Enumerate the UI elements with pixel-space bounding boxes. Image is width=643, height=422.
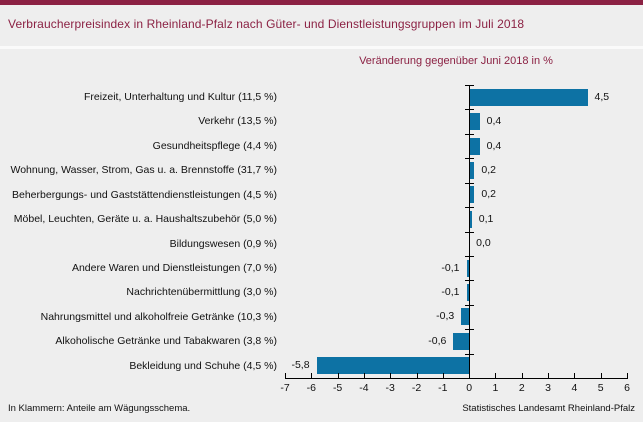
category-label: Möbel, Leuchten, Geräte u. a. Haushaltsz… xyxy=(13,213,277,226)
bar xyxy=(466,259,470,277)
category-label: Nahrungsmittel und alkoholfreie Getränke… xyxy=(40,310,277,323)
category-label: Freizeit, Unterhaltung und Kultur (11,5 … xyxy=(84,91,277,103)
y-axis-tick xyxy=(465,280,475,282)
bar xyxy=(466,284,470,302)
value-label: -0,3 xyxy=(436,310,455,323)
x-axis-tick xyxy=(627,373,628,379)
x-axis-tick xyxy=(600,373,602,379)
x-tick-label: 1 xyxy=(492,382,499,394)
x-tick-label: 4 xyxy=(571,382,578,394)
x-axis-tick xyxy=(285,373,286,379)
y-axis-tick xyxy=(465,182,475,184)
x-axis-tick xyxy=(548,373,550,379)
category-label: Gesundheitspflege (4,4 %) xyxy=(152,139,277,152)
value-label: 0,2 xyxy=(481,188,497,201)
x-tick-label: -7 xyxy=(280,382,290,394)
category-label: Andere Waren und Dienstleistungen (7,0 %… xyxy=(71,261,277,274)
y-axis-tick xyxy=(465,207,475,209)
y-axis-tick xyxy=(465,231,475,233)
y-axis-tick xyxy=(465,133,475,135)
x-tick-label: -1 xyxy=(438,382,448,394)
x-axis-tick xyxy=(495,373,497,379)
value-label: 4,5 xyxy=(594,90,610,103)
x-axis-tick xyxy=(416,373,418,379)
x-axis-tick xyxy=(442,373,444,379)
bar xyxy=(469,161,475,179)
bar xyxy=(469,210,472,228)
value-label: -0,1 xyxy=(441,261,460,274)
bar xyxy=(469,186,475,204)
source-credit: Statistisches Landesamt Rheinland-Pfalz xyxy=(462,403,635,414)
value-label: 0,4 xyxy=(486,115,502,128)
x-axis-tick xyxy=(363,373,365,379)
value-label: -0,1 xyxy=(441,286,460,299)
bar xyxy=(469,88,588,106)
x-axis-tick xyxy=(574,373,576,379)
category-label: Beherbergungs- und Gaststättendienstleis… xyxy=(12,188,277,201)
x-axis-tick xyxy=(390,373,392,379)
page-title: Verbraucherpreisindex in Rheinland-Pfalz… xyxy=(8,17,525,31)
value-label: 0,4 xyxy=(486,139,502,152)
bar xyxy=(469,137,480,155)
x-tick-label: -5 xyxy=(332,382,343,394)
value-label: 0,2 xyxy=(481,163,497,176)
x-axis-tick xyxy=(311,373,313,379)
y-axis-tick xyxy=(465,158,475,160)
chart-subtitle: Veränderung gegenüber Juni 2018 in % xyxy=(359,55,553,67)
x-tick-label: -6 xyxy=(306,382,316,394)
category-label: Wohnung, Wasser, Strom, Gas u. a. Brenns… xyxy=(10,164,277,177)
value-label: -0,6 xyxy=(428,334,447,347)
y-axis-tick xyxy=(465,353,475,355)
y-axis-tick xyxy=(465,109,475,111)
y-axis-tick xyxy=(465,85,475,86)
top-accent-bar xyxy=(0,0,643,5)
header-divider xyxy=(0,46,643,49)
x-tick-label: 6 xyxy=(624,382,630,394)
category-label: Bildungswesen (0,9 %) xyxy=(169,237,277,250)
bar xyxy=(453,332,470,350)
bar xyxy=(316,357,470,375)
category-label: Alkoholische Getränke und Tabakwaren (3,… xyxy=(55,335,277,348)
y-axis-tick xyxy=(465,304,475,306)
y-axis-tick xyxy=(465,255,475,257)
x-tick-label: -3 xyxy=(385,382,395,394)
value-label: -5,8 xyxy=(291,359,310,372)
category-label: Nachrichtenübermittlung (3,0 %) xyxy=(126,286,277,299)
x-tick-label: -2 xyxy=(411,382,422,394)
value-label: 0,1 xyxy=(478,212,494,225)
x-tick-label: 5 xyxy=(597,382,604,394)
category-label: Bekleidung und Schuhe (4,5 %) xyxy=(129,359,277,372)
x-tick-label: 0 xyxy=(466,382,473,394)
category-label: Verkehr (13,5 %) xyxy=(198,115,277,128)
x-tick-label: -4 xyxy=(359,382,369,394)
bar xyxy=(469,113,480,131)
x-axis-line xyxy=(285,378,627,379)
bar xyxy=(461,308,470,326)
x-axis-tick xyxy=(337,373,339,379)
footnote: In Klammern: Anteile am Wägungsschema. xyxy=(8,403,191,414)
x-tick-label: 3 xyxy=(545,382,551,394)
x-tick-label: 2 xyxy=(518,382,525,394)
x-axis-tick xyxy=(469,373,471,379)
x-axis-tick xyxy=(521,373,523,379)
y-axis-tick xyxy=(465,329,475,331)
value-label: 0,0 xyxy=(476,237,491,250)
